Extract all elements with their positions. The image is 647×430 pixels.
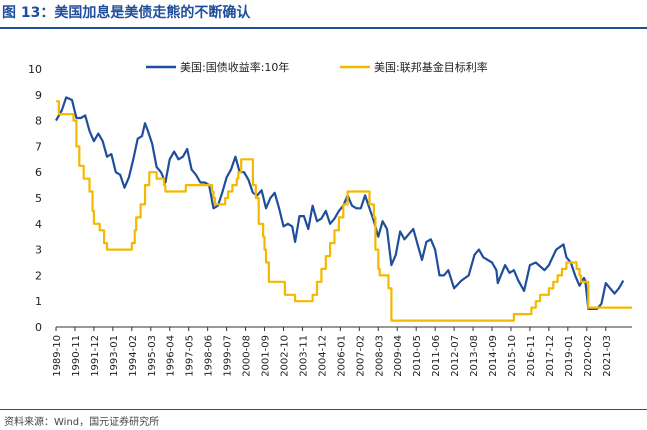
chart-series xyxy=(55,96,632,322)
x-tick-label: 1996-04 xyxy=(166,335,177,377)
series-line-fedfunds xyxy=(56,100,632,322)
x-tick-label: 1994-02 xyxy=(128,335,139,377)
x-tick-label: 2000-08 xyxy=(242,335,253,377)
x-tick-label: 2002-10 xyxy=(279,335,290,377)
figure-title: 图 13：美国加息是美债走熊的不断确认 xyxy=(2,5,251,21)
y-tick-label: 7 xyxy=(35,140,42,153)
x-tick-label: 2001-09 xyxy=(261,335,272,377)
x-tick-label: 1999-07 xyxy=(223,335,234,377)
x-tick-label: 2012-07 xyxy=(450,335,461,377)
x-axis-ticks: 1989-10 1990-11 1991-12 1993-01 1994-02 1995-… xyxy=(52,327,613,377)
chart-legend: 美国:国债收益率:10年 美国:联邦基金目标利率 xyxy=(146,60,488,74)
x-tick-label: 2008-03 xyxy=(374,335,385,377)
x-tick-label: 2004-12 xyxy=(317,335,328,377)
y-tick-label: 8 xyxy=(35,115,42,128)
y-axis-ticks: 0 1 2 3 4 5 6 7 8 9 10 xyxy=(28,63,42,334)
x-tick-label: 1997-05 xyxy=(185,335,196,377)
y-tick-label: 5 xyxy=(35,192,42,205)
y-tick-label: 6 xyxy=(35,166,42,179)
source-note: 资料来源：Wind，国元证券研究所 xyxy=(4,417,160,428)
title-rule xyxy=(0,27,647,29)
x-tick-label: 2017-12 xyxy=(545,335,556,377)
x-tick-label: 2021-03 xyxy=(602,335,613,377)
x-tick-label: 2016-11 xyxy=(526,335,537,377)
line-chart: 美国:国债收益率:10年 美国:联邦基金目标利率 0 1 2 3 4 5 6 7 8 9 10 19… xyxy=(28,60,632,377)
x-tick-label: 2015-10 xyxy=(507,335,518,377)
y-tick-label: 2 xyxy=(35,269,42,282)
footer-rule xyxy=(0,409,647,410)
x-tick-label: 2011-06 xyxy=(431,335,442,377)
y-tick-label: 10 xyxy=(28,63,42,76)
y-tick-label: 9 xyxy=(35,89,42,102)
x-tick-label: 1991-12 xyxy=(90,335,101,377)
y-tick-label: 3 xyxy=(35,244,42,257)
y-tick-label: 4 xyxy=(35,218,42,231)
x-tick-label: 2013-08 xyxy=(469,335,480,377)
y-tick-label: 1 xyxy=(35,295,42,308)
x-tick-label: 2006-01 xyxy=(336,335,347,377)
x-tick-label: 2003-11 xyxy=(298,335,309,377)
x-tick-label: 1993-01 xyxy=(109,335,120,377)
x-tick-label: 1990-11 xyxy=(71,335,82,377)
legend-label-yield: 美国:国债收益率:10年 xyxy=(180,60,289,74)
x-tick-label: 2007-02 xyxy=(355,335,366,377)
x-tick-label: 2020-02 xyxy=(583,335,594,377)
x-tick-label: 2010-05 xyxy=(412,335,423,377)
x-tick-label: 2009-04 xyxy=(393,335,404,377)
x-tick-label: 2014-09 xyxy=(488,335,499,377)
x-tick-label: 2019-01 xyxy=(564,335,575,377)
x-tick-label: 1998-06 xyxy=(204,335,215,377)
x-tick-label: 1989-10 xyxy=(52,335,63,377)
x-tick-label: 1995-03 xyxy=(147,335,158,377)
series-line-yield xyxy=(55,96,625,310)
legend-label-fedfunds: 美国:联邦基金目标利率 xyxy=(374,60,488,74)
y-tick-label: 0 xyxy=(35,321,42,334)
